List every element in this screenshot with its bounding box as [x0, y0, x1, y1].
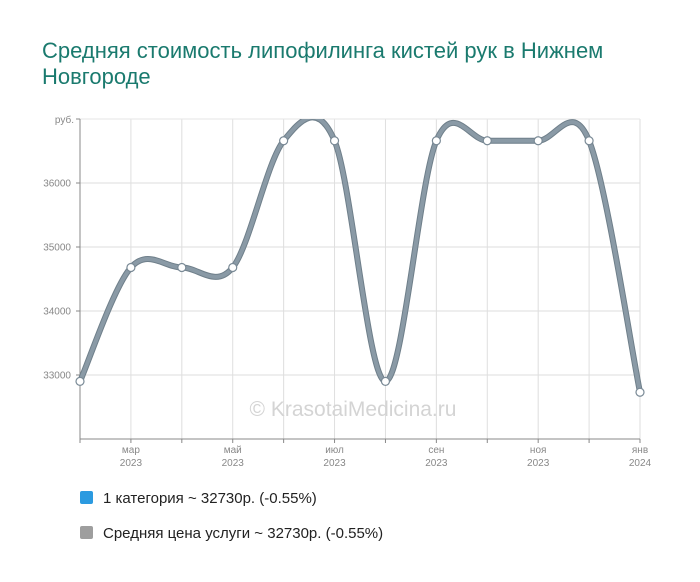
chart-title: Средняя стоимость липофилинга кистей рук…: [42, 38, 604, 89]
data-point: [126, 262, 136, 273]
data-point: [228, 262, 238, 273]
legend-item-average[interactable]: Средняя цена услуги ~ 32730р. (-0.55%): [80, 525, 383, 542]
data-point: [329, 136, 340, 146]
data-point: [75, 376, 85, 386]
y-axis-ticks: 33000 34000 35000 36000: [43, 118, 80, 382]
data-point: [584, 136, 594, 146]
y-axis-unit-label: руб.: [55, 114, 74, 126]
grid-lines: [79, 118, 641, 440]
x-tick-year-label: 2023: [120, 458, 143, 469]
y-tick-label: 35000: [43, 243, 71, 254]
x-tick-year-label: 2023: [527, 458, 550, 469]
x-tick-year-label: 2023: [222, 458, 245, 469]
y-tick-label: 36000: [43, 179, 71, 190]
data-point: [380, 376, 391, 386]
data-point: [482, 136, 492, 146]
legend-swatch-category: [80, 491, 93, 504]
data-points: [75, 136, 645, 397]
line-chart: руб. 33000 34000 35000 36000 мар 2023 май 2023…: [43, 114, 652, 469]
series-line-shadow: [77, 119, 643, 396]
data-point: [279, 136, 289, 146]
legend-item-category[interactable]: 1 категория ~ 32730р. (-0.55%): [80, 490, 317, 507]
series-lines: [77, 119, 643, 396]
x-tick-month-label: ноя: [530, 445, 547, 456]
x-tick-month-label: янв: [632, 445, 648, 456]
x-tick-month-label: сен: [428, 445, 444, 456]
data-point: [533, 136, 543, 146]
x-tick-month-label: мар: [122, 445, 140, 456]
x-tick-year-label: 2023: [323, 458, 346, 469]
data-point: [431, 136, 441, 146]
series-line: [78, 119, 642, 395]
legend-swatch-average: [80, 526, 93, 539]
legend-label-category: 1 категория ~ 32730р. (-0.55%): [103, 490, 317, 507]
x-tick-month-label: июл: [325, 445, 344, 456]
x-tick-month-label: май: [224, 445, 242, 456]
y-tick-label: 33000: [43, 371, 71, 382]
x-tick-year-label: 2023: [425, 458, 448, 469]
x-axis-ticks: мар 2023 май 2023 июл 2023 сен 2023 ноя 2023 янв 20…: [79, 439, 652, 469]
data-point: [635, 387, 645, 397]
data-point: [177, 262, 187, 273]
y-tick-label: 34000: [43, 307, 71, 318]
x-tick-year-label: 2024: [629, 458, 652, 469]
watermark: © KrasotaiMedicina.ru: [250, 398, 457, 421]
legend-label-average: Средняя цена услуги ~ 32730р. (-0.55%): [103, 525, 384, 542]
